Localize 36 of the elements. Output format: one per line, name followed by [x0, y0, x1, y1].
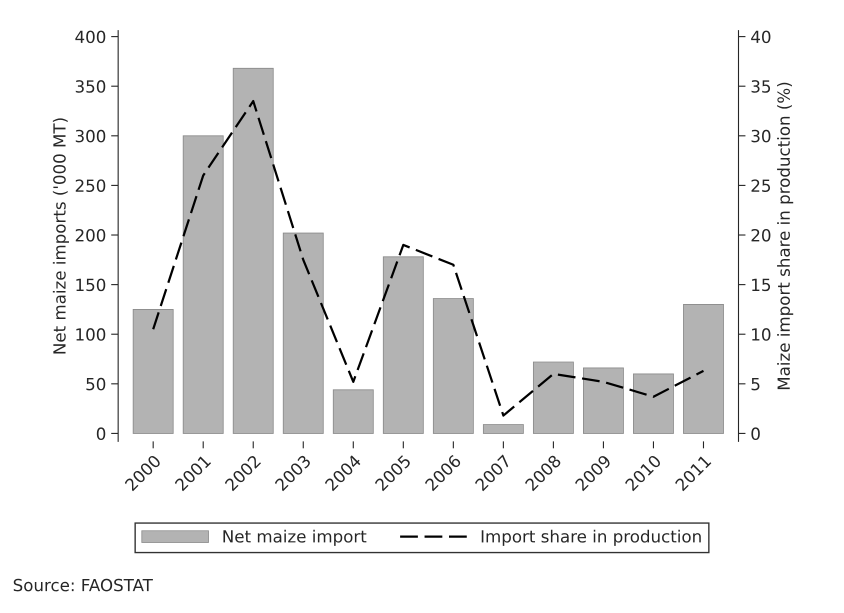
y-tick-label: 50 [86, 378, 106, 390]
bar [132, 308, 174, 434]
bar [683, 304, 724, 434]
y-tick-label: 250 [76, 179, 106, 192]
y2-tick-label: 5 [752, 378, 760, 390]
y-tick-label: 300 [76, 130, 106, 142]
y-tick-label: 150 [76, 278, 106, 292]
y-tick-label: 400 [75, 30, 106, 44]
bar [232, 68, 274, 434]
y-tick-label: 350 [76, 80, 106, 93]
line-series [152, 100, 705, 417]
bar [582, 368, 624, 434]
bar [532, 362, 574, 434]
y-tick-label: 0 [96, 427, 106, 440]
y2-axis-title: Maize import share in production (%) [777, 82, 794, 390]
y2-tick-label: 10 [752, 328, 770, 341]
y2-tick-label: 20 [752, 228, 770, 242]
bar [182, 135, 224, 434]
legend-label: Import share in production [482, 530, 701, 546]
y-tick-label: 100 [76, 328, 106, 341]
y2-tick-label: 15 [752, 278, 770, 292]
bar [282, 232, 324, 434]
y2-tick-label: 40 [751, 30, 770, 44]
legend-label: Net maize import [223, 530, 366, 546]
y2-tick-label: 0 [751, 427, 760, 440]
source-note: Source: FAOSTAT [14, 578, 153, 592]
y-tick-label: 200 [76, 228, 106, 242]
bar [382, 256, 424, 434]
bar [332, 389, 374, 434]
bar [482, 424, 524, 434]
y2-tick-label: 25 [752, 179, 770, 192]
y2-tick-label: 30 [752, 130, 770, 142]
y2-tick-label: 35 [752, 80, 770, 93]
bar [633, 373, 674, 434]
bar [432, 298, 474, 434]
y-axis-title: Net maize imports ('000 MT) [52, 118, 69, 354]
